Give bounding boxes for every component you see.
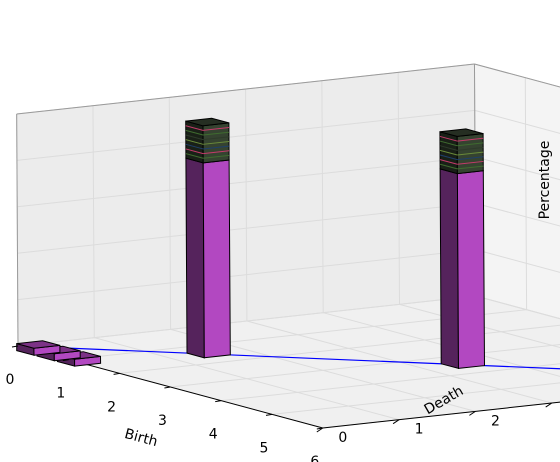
- side-gridline: [17, 202, 476, 254]
- bar-stripe: [203, 150, 230, 155]
- bar-stripe: [457, 165, 484, 170]
- bar-stripe: [439, 145, 458, 151]
- y-tick: [545, 402, 552, 408]
- x-axis-label: Birth: [123, 426, 160, 450]
- tick-marks: [11, 345, 552, 433]
- back-gridline: [474, 156, 560, 181]
- bar-stripe: [439, 149, 458, 156]
- back-gridline: [475, 249, 560, 273]
- x-tick-label: 5: [260, 440, 269, 456]
- bar-stripe: [439, 159, 458, 165]
- back-gridline: [475, 202, 560, 227]
- bar-stripe: [457, 147, 484, 151]
- z-axis-label: Percentage: [537, 141, 553, 220]
- bar-stripe: [202, 131, 230, 136]
- bar-segment-side: [202, 159, 231, 359]
- bar-stripe: [439, 135, 458, 142]
- pane-edge: [16, 63, 475, 115]
- bar-segment-side: [456, 170, 486, 369]
- side-gridline: [321, 80, 324, 313]
- pane-edge: [474, 63, 560, 88]
- bar-stripe: [185, 129, 204, 136]
- bar-stripe: [185, 134, 204, 141]
- bar-stripe: [457, 156, 484, 161]
- bar-stripe: [185, 125, 204, 131]
- bar-stripe: [185, 143, 204, 150]
- floor-pane: [18, 296, 560, 428]
- bar-stripe: [203, 145, 230, 150]
- bar-top: [16, 340, 61, 349]
- floor-gridline: [271, 382, 560, 415]
- reference-line-group: [17, 345, 560, 370]
- side-gridline: [17, 295, 476, 347]
- bar-stripe: [203, 136, 230, 141]
- bar: [16, 340, 61, 356]
- bar-top: [439, 128, 484, 137]
- pane-edge: [16, 113, 19, 347]
- x-tick-label: 3: [158, 413, 167, 429]
- back-gridline: [524, 77, 528, 310]
- tick-labels: 012345601234560.00.20.40.60.81.0: [6, 372, 500, 462]
- bar-stripe: [203, 140, 230, 145]
- bar-stripe: [185, 153, 204, 159]
- bar-segment-front: [185, 157, 205, 359]
- side-gridline: [245, 89, 248, 322]
- side-gridline: [168, 97, 172, 330]
- x-tick-label: 1: [56, 386, 65, 402]
- bar-stripe: [185, 139, 204, 145]
- x-tick-label: 4: [209, 427, 218, 443]
- bar-stripe: [202, 127, 230, 131]
- bar-segment-front: [439, 168, 460, 370]
- bar-stripe: [439, 140, 458, 147]
- side-gridline: [16, 109, 475, 161]
- x-tick: [164, 386, 171, 389]
- bar-stripe: [457, 151, 484, 156]
- x-tick: [113, 372, 120, 375]
- bar-stripe: [457, 142, 484, 147]
- y-tick-label: 0: [338, 430, 347, 446]
- bar-stripe: [203, 154, 230, 159]
- back-gridline: [475, 295, 560, 320]
- x-tick: [265, 413, 273, 416]
- side-gridline: [17, 249, 476, 301]
- x-tick-label: 6: [310, 454, 319, 462]
- back-gridline: [474, 109, 560, 134]
- bars-group: [16, 117, 486, 370]
- bar-stripe: [439, 163, 458, 170]
- side-gridline: [17, 156, 476, 208]
- x-tick: [11, 345, 19, 348]
- bar-stripe: [457, 160, 484, 165]
- x-tick: [215, 400, 222, 403]
- y-tick-label: 1: [415, 422, 424, 438]
- y-tick: [316, 427, 324, 433]
- bar: [185, 117, 231, 359]
- bar: [439, 128, 486, 370]
- y-tick: [392, 419, 400, 425]
- bar-stripe: [185, 148, 204, 155]
- bar-stripe: [457, 137, 484, 142]
- x-tick-label: 2: [107, 399, 116, 415]
- y-tick: [469, 410, 476, 416]
- diagonal-reference-line: [17, 345, 560, 370]
- side-gridline: [397, 72, 400, 305]
- y-tick-label: 2: [491, 413, 500, 429]
- floor-gridline: [221, 363, 560, 402]
- x-tick-label: 0: [6, 372, 15, 388]
- side-gridline: [92, 105, 95, 338]
- bar-top: [185, 117, 230, 127]
- x-tick: [62, 359, 69, 362]
- bar-stripe: [439, 154, 458, 161]
